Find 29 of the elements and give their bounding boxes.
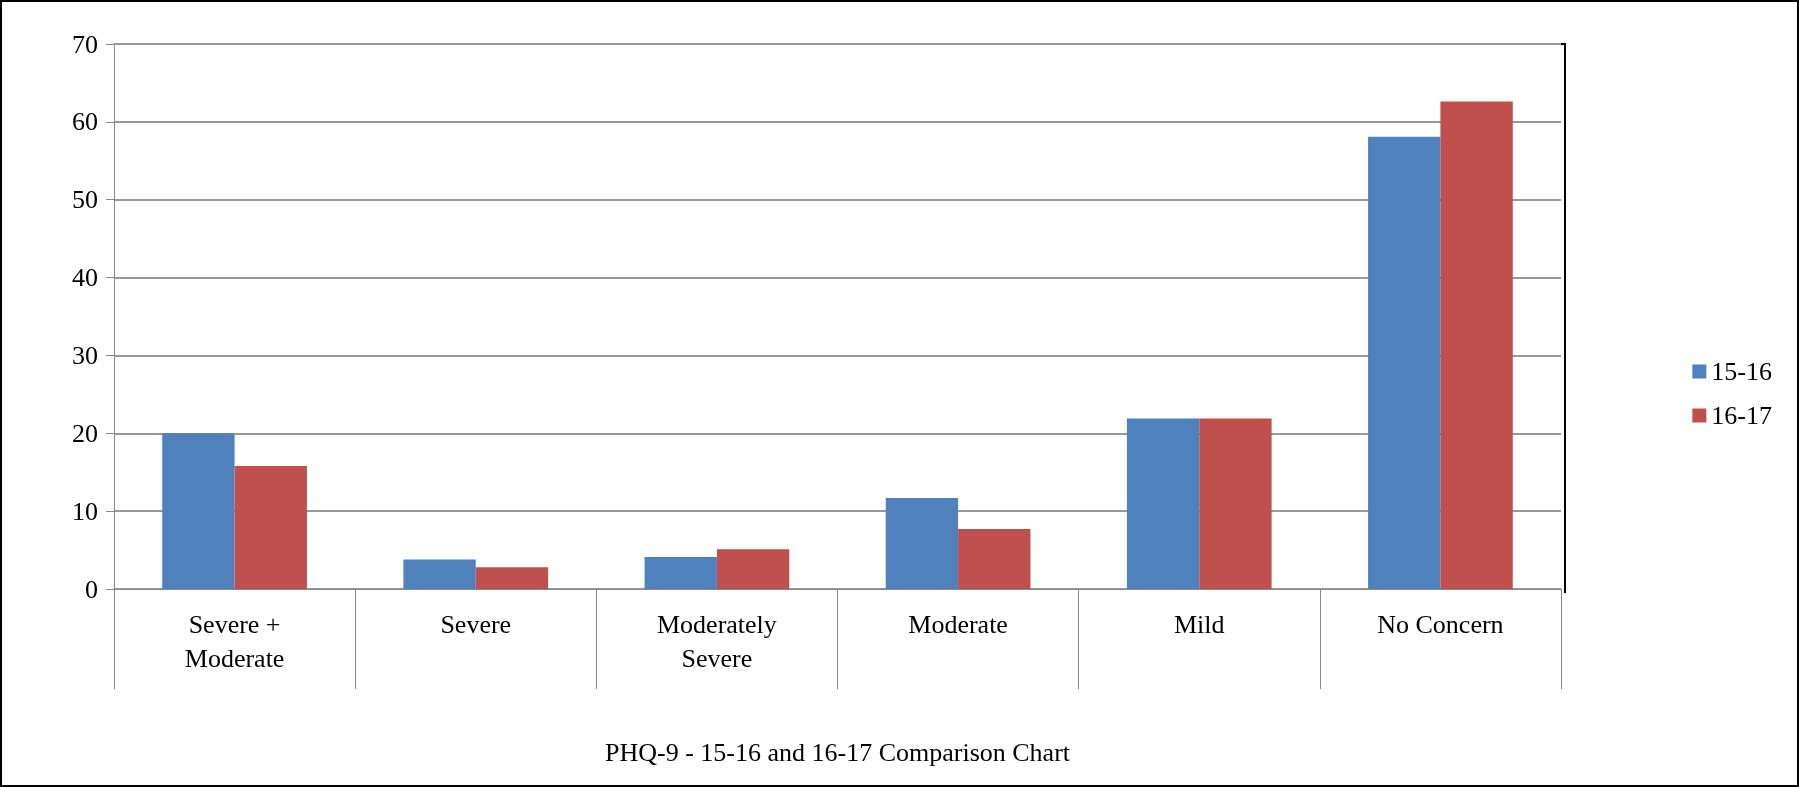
y-tick-label: 10 [72, 496, 98, 526]
bar [1440, 101, 1513, 589]
bar [403, 559, 476, 589]
x-axis-title: PHQ-9 - 15-16 and 16-17 Comparison Chart [604, 737, 1071, 767]
x-tick-label: Moderately Severe [656, 609, 777, 673]
bar [475, 567, 549, 589]
y-tick-label: 70 [72, 29, 98, 59]
y-tick-label: 60 [72, 107, 98, 137]
x-tick-label: Moderate [908, 609, 1008, 639]
y-tick-label: 20 [72, 418, 98, 448]
x-tick-label: Mild [1173, 609, 1225, 639]
bar [1368, 136, 1441, 589]
legend-label: 16-17 [1711, 401, 1773, 430]
bar [1199, 418, 1272, 589]
y-tick-label: 0 [85, 574, 98, 604]
y-tick-label: 50 [72, 185, 98, 215]
bar [958, 529, 1031, 589]
x-tick-label: Severe [440, 609, 512, 639]
x-tick-label: No Concern [1377, 609, 1504, 639]
bar [1126, 418, 1200, 589]
bar [644, 557, 717, 589]
bar [885, 497, 959, 589]
y-tick-label: 40 [72, 263, 98, 293]
legend-label: 15-16 [1711, 357, 1773, 386]
x-tick-label: Severe + Moderate [184, 609, 285, 673]
bar [716, 549, 790, 589]
bar [234, 465, 307, 589]
y-tick-label: 30 [72, 340, 98, 370]
bar [162, 433, 235, 589]
